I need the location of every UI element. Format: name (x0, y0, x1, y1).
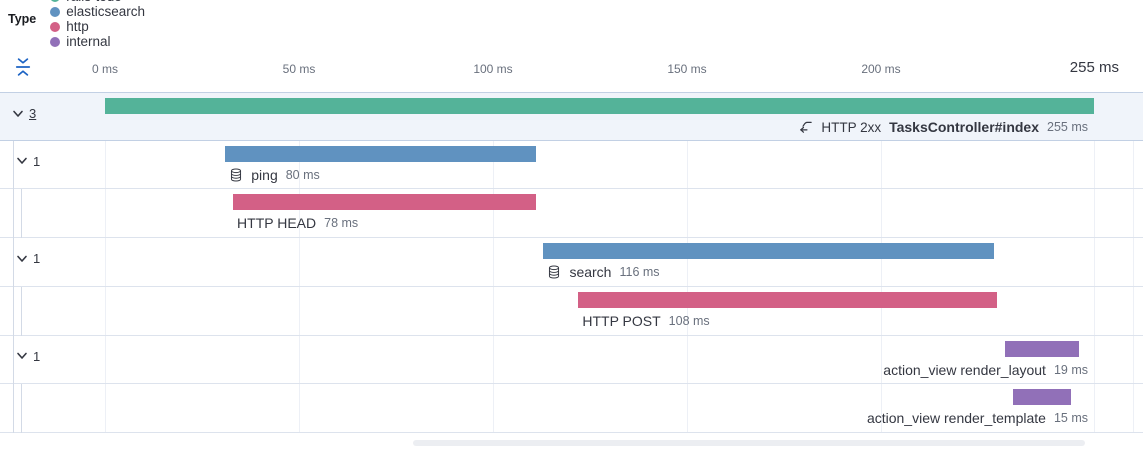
legend-item-label: internal (66, 34, 111, 49)
chevron-down-icon (16, 253, 28, 265)
span-name: HTTP POST (582, 312, 661, 329)
span-label[interactable]: HTTP HEAD 78 ms (237, 214, 358, 232)
accordion-indent-line (13, 189, 14, 239)
legend-item-http[interactable]: http (50, 19, 145, 34)
span-duration: 108 ms (668, 313, 710, 328)
accordion-indent-line (13, 335, 14, 385)
children-count: 3 (29, 106, 37, 121)
gridline (1133, 92, 1134, 433)
legend-item-elasticsearch[interactable]: elasticsearch (50, 4, 145, 19)
span-duration: 78 ms (324, 216, 359, 231)
duration-bar[interactable] (1012, 389, 1072, 406)
legend-dot-icon (50, 0, 61, 2)
legend-dot-icon (50, 6, 61, 17)
span-name: action_view render_template (866, 410, 1046, 427)
duration-bar[interactable] (233, 194, 536, 211)
span-name: HTTP HEAD (237, 215, 317, 232)
database-icon (229, 168, 243, 182)
duration-bar[interactable] (543, 243, 994, 260)
trace-waterfall: 3 HTTP 2xx TasksController#index 255 ms 1 pin… (0, 92, 1143, 433)
duration-bar[interactable] (225, 145, 536, 162)
span-label[interactable]: action_view render_template 15 ms (867, 409, 1088, 427)
legend-dot-icon (50, 21, 61, 32)
duration-bar[interactable] (578, 291, 998, 308)
time-tick-label: 255 ms (1069, 59, 1119, 76)
chevron-down-icon (16, 155, 28, 167)
duration-bar[interactable] (105, 98, 1095, 114)
accordion-indent-line (13, 238, 14, 287)
gridline (105, 92, 106, 433)
span-duration: 15 ms (1053, 411, 1088, 426)
children-count: 1 (33, 251, 41, 267)
chevron-down-icon (16, 350, 28, 362)
span-label[interactable]: HTTP 2xx TasksController#index 255 ms (798, 118, 1088, 136)
span-label[interactable]: ping 80 ms (229, 166, 320, 184)
waterfall-row-span[interactable]: HTTP HEAD 78 ms (0, 189, 1143, 239)
span-label[interactable]: action_view render_layout 19 ms (883, 361, 1088, 379)
accordion-indent-line (13, 286, 14, 336)
accordion-indent-line (21, 384, 22, 433)
database-icon (547, 265, 561, 279)
accordion-indent-line (13, 384, 14, 433)
waterfall-row-span[interactable]: 1 ping 80 ms (0, 140, 1143, 190)
gridline (299, 92, 300, 433)
toggle-children-button[interactable]: 3 (12, 106, 36, 121)
span-label[interactable]: search 116 ms (547, 263, 660, 281)
legend-items: rails-todoelasticsearchhttpinternal (50, 0, 158, 49)
span-duration: 255 ms (1047, 120, 1088, 134)
accordion-indent-line (13, 140, 14, 190)
legend-item-rails-todo[interactable]: rails-todo (50, 0, 145, 4)
accordion-indent-line (21, 189, 22, 239)
collapse-all-button[interactable] (12, 57, 34, 79)
waterfall-row-span[interactable]: HTTP POST 108 ms (0, 286, 1143, 336)
horizontal-scrollbar[interactable] (413, 440, 1085, 446)
span-name: action_view render_layout (883, 361, 1046, 378)
legend-item-label: elasticsearch (66, 4, 146, 19)
fold-icon (13, 57, 33, 77)
waterfall-row-transaction[interactable]: 3 HTTP 2xx TasksController#index 255 ms (0, 92, 1143, 141)
waterfall-row-span[interactable]: 1 search 116 ms (0, 238, 1143, 287)
gridline (881, 92, 882, 433)
waterfall-row-span[interactable]: 1 action_view render_layout 19 ms (0, 335, 1143, 385)
chevron-down-icon (12, 108, 24, 120)
time-tick-label: 100 ms (473, 62, 513, 76)
span-label[interactable]: HTTP POST 108 ms (582, 312, 709, 330)
time-tick-label: 150 ms (667, 62, 707, 76)
legend-item-internal[interactable]: internal (50, 34, 145, 49)
legend-title: Type (8, 12, 37, 26)
span-duration: 116 ms (619, 265, 660, 280)
span-name: search (569, 264, 612, 281)
toggle-children-button[interactable]: 1 (16, 154, 40, 169)
accordion-indent-line (21, 286, 22, 336)
children-count: 1 (33, 153, 41, 169)
span-duration: 19 ms (1053, 362, 1088, 377)
time-tick-label: 50 ms (282, 62, 316, 76)
legend-item-label: rails-todo (66, 0, 122, 4)
legend-dot-icon (50, 36, 61, 47)
legend-item-label: http (66, 19, 89, 34)
time-axis: 0 ms 50 ms 100 ms 150 ms 200 ms 255 ms (0, 59, 1143, 79)
time-tick-label: 0 ms (91, 62, 119, 76)
gridline (1094, 92, 1096, 433)
transaction-icon (798, 120, 813, 135)
span-name: ping (251, 166, 278, 183)
toggle-children-button[interactable]: 1 (16, 251, 40, 266)
gridline (687, 92, 688, 433)
span-name: TasksController#index (889, 119, 1039, 135)
span-duration: 80 ms (285, 167, 320, 182)
waterfall-row-span[interactable]: action_view render_template 15 ms (0, 384, 1143, 433)
legend: Type rails-todoelasticsearchhttpinternal (8, 0, 158, 49)
children-count: 1 (33, 348, 41, 364)
gridline (493, 92, 494, 433)
time-tick-label: 200 ms (861, 62, 901, 76)
duration-bar[interactable] (1005, 340, 1079, 357)
toggle-children-button[interactable]: 1 (16, 349, 40, 364)
transaction-result-badge: HTTP 2xx (821, 119, 882, 135)
